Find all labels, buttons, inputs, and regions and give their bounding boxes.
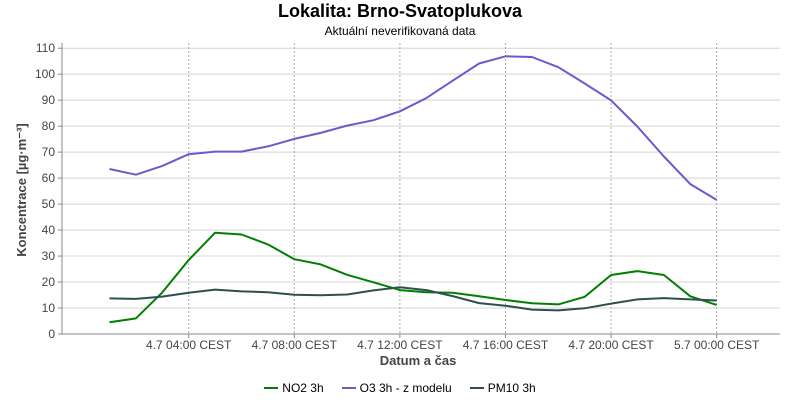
tick-labels: 0 10 20 30 40 50 60 70 80 90 100 110 4.7 04:00 CEST 4… xyxy=(35,41,760,352)
chart-subtitle: Aktuální neverifikovaná data xyxy=(324,24,476,38)
x-tick-label: 5.7 00:00 CEST xyxy=(674,338,760,352)
series-line-o3-3h-z-modelu xyxy=(109,55,718,201)
series-line-pm10-3h xyxy=(109,286,717,312)
legend-label: O3 3h - z modelu xyxy=(359,381,452,395)
chart-title: Lokalita: Brno-Svatoplukova xyxy=(277,1,523,21)
y-tick-label: 30 xyxy=(42,249,56,263)
legend-swatch xyxy=(264,387,279,389)
legend-label: NO2 3h xyxy=(282,381,324,395)
legend-label: PM10 3h xyxy=(487,381,536,395)
y-tick-label: 100 xyxy=(35,67,55,81)
series-line-no2-3h xyxy=(109,231,717,324)
y-tick-label: 90 xyxy=(42,93,56,107)
y-tick-label: 0 xyxy=(48,327,55,341)
y-tick-label: 60 xyxy=(42,171,56,185)
x-tick-label: 4.7 12:00 CEST xyxy=(357,338,443,352)
y-tick-label: 110 xyxy=(36,41,55,55)
y-tick-label: 10 xyxy=(42,301,56,315)
x-axis-label: Datum a čas xyxy=(380,353,457,368)
x-tick-label: 4.7 16:00 CEST xyxy=(463,338,549,352)
legend-item: NO2 3h xyxy=(264,381,324,395)
y-tick-label: 20 xyxy=(42,275,56,289)
y-tick-label: 70 xyxy=(42,145,56,159)
x-tick-label: 4.7 08:00 CEST xyxy=(252,338,338,352)
series-lines xyxy=(109,55,718,324)
y-tick-label: 80 xyxy=(42,119,56,133)
axes xyxy=(58,43,780,338)
x-tick-label: 4.7 20:00 CEST xyxy=(568,338,654,352)
y-tick-label: 50 xyxy=(42,197,56,211)
y-axis-label: Koncentrace [µg·m⁻³] xyxy=(14,123,29,257)
legend-swatch xyxy=(341,387,356,389)
y-tick-label: 40 xyxy=(42,223,56,237)
legend-item: PM10 3h xyxy=(469,381,536,395)
legend: NO2 3h O3 3h - z modelu PM10 3h xyxy=(0,381,800,395)
legend-swatch xyxy=(469,387,484,389)
legend-item: O3 3h - z modelu xyxy=(341,381,452,395)
x-tick-label: 4.7 04:00 CEST xyxy=(146,338,232,352)
